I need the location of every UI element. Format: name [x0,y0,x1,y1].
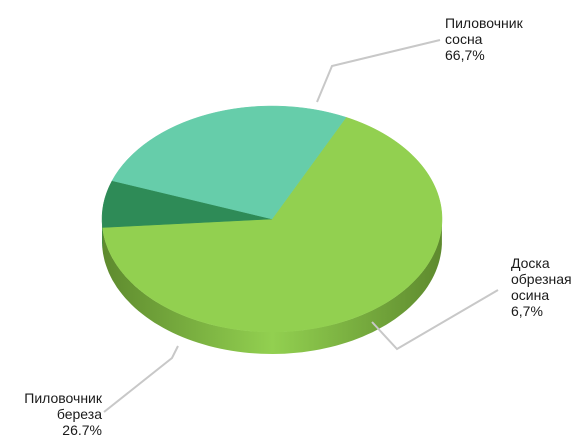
label-pine-name-line1: Пиловочник [445,15,523,31]
label-aspen-name-line3: осина [511,287,572,303]
label-aspen-value: 6,7% [511,303,572,319]
label-aspen-board: Доска обрезная осина 6,7% [511,255,572,319]
label-birch-value: 26.7% [8,422,102,438]
leader-line-2 [104,346,178,412]
label-birch-sawlog: Пиловочник береза 26.7% [8,390,102,438]
label-pine-name-line2: сосна [445,31,523,47]
leader-line-0 [317,40,440,102]
label-birch-name-line2: береза [8,406,102,422]
label-aspen-name-line1: Доска [511,255,572,271]
label-aspen-name-line2: обрезная [511,271,572,287]
label-pine-value: 66,7% [445,47,523,63]
label-birch-name-line1: Пиловочник [8,390,102,406]
label-pine-sawlog: Пиловочник сосна 66,7% [445,15,523,63]
